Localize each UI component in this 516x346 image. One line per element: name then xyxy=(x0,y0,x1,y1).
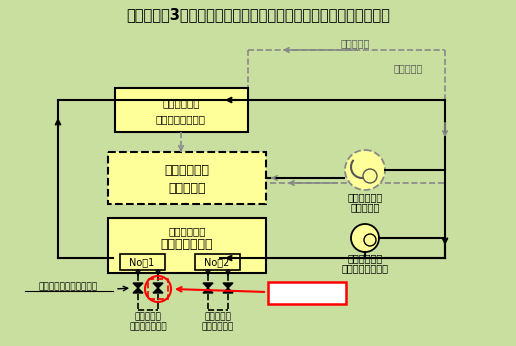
Polygon shape xyxy=(153,288,163,293)
Text: 循環ファン: 循環ファン xyxy=(350,202,380,212)
Bar xyxy=(195,254,240,270)
Bar xyxy=(108,218,266,273)
Bar xyxy=(148,279,168,299)
Text: 原子炉補機
冷却水系統へ: 原子炉補機 冷却水系統へ xyxy=(202,312,234,332)
Bar xyxy=(115,88,248,132)
Text: 廃棄物処理室: 廃棄物処理室 xyxy=(168,226,206,236)
Polygon shape xyxy=(133,283,143,288)
Text: 廃棄物処理室: 廃棄物処理室 xyxy=(347,192,383,202)
Text: 空調用冷水: 空調用冷水 xyxy=(393,63,423,73)
Polygon shape xyxy=(203,288,213,293)
Polygon shape xyxy=(203,283,213,288)
Text: No．1: No．1 xyxy=(130,257,155,267)
Text: 空調用冷却コイル: 空調用冷却コイル xyxy=(156,114,206,124)
Polygon shape xyxy=(223,288,233,293)
Circle shape xyxy=(363,169,377,183)
Text: 空調用冷水ポンプ: 空調用冷水ポンプ xyxy=(342,263,389,273)
Bar xyxy=(268,282,346,304)
Bar xyxy=(108,152,266,204)
Polygon shape xyxy=(133,288,143,293)
Text: 装置制御室: 装置制御室 xyxy=(168,182,206,194)
Circle shape xyxy=(364,234,376,246)
Polygon shape xyxy=(223,283,233,288)
Text: 伊方発電所3号機　セメント固化装置廃棄物処理室空調系統概略図: 伊方発電所3号機 セメント固化装置廃棄物処理室空調系統概略図 xyxy=(126,8,390,22)
Text: 当該箇所: 当該箇所 xyxy=(292,286,322,300)
Circle shape xyxy=(345,150,385,190)
Text: チラーユニット用冷却水: チラーユニット用冷却水 xyxy=(38,282,98,291)
Text: セメント固化: セメント固化 xyxy=(165,164,209,176)
Circle shape xyxy=(351,224,379,252)
Text: 冷房用空気: 冷房用空気 xyxy=(341,38,369,48)
Text: チラーユニット: チラーユニット xyxy=(161,238,213,252)
Text: 廃棄物処理室: 廃棄物処理室 xyxy=(162,98,200,108)
Bar xyxy=(120,254,165,270)
Polygon shape xyxy=(153,283,163,288)
Text: 廃棄物処理室: 廃棄物処理室 xyxy=(347,253,383,263)
Text: 原子炉補機
冷却水系統より: 原子炉補機 冷却水系統より xyxy=(129,312,167,332)
Text: No．2: No．2 xyxy=(204,257,230,267)
